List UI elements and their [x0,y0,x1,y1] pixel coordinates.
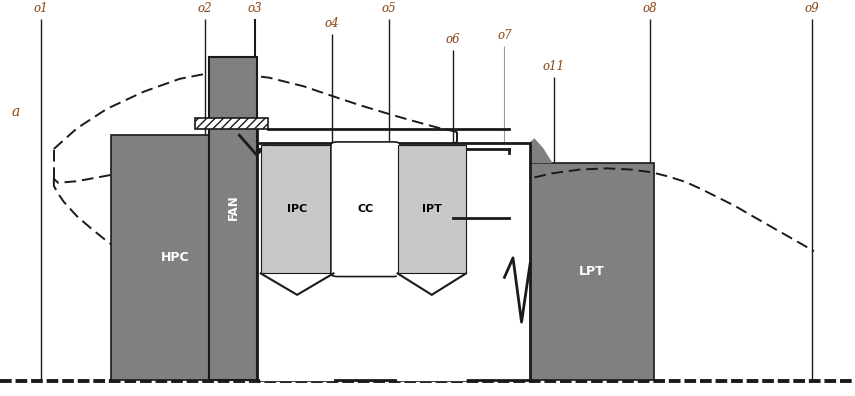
Text: CC: CC [357,204,374,214]
Text: o1: o1 [33,2,49,15]
Text: o7: o7 [497,29,512,42]
Bar [111,135,239,381]
Text: o4: o4 [324,17,339,30]
Text: LPT: LPT [579,265,605,278]
Bar [398,145,466,273]
Polygon shape [530,139,551,381]
Text: o5: o5 [381,2,397,15]
Text: FAN: FAN [227,194,239,220]
Bar [195,118,268,129]
Text: o2: o2 [198,2,213,15]
Text: a: a [11,105,20,119]
Text: IPC: IPC [287,204,307,214]
Polygon shape [261,273,333,381]
Text: IPT: IPT [422,204,442,214]
Text: o9: o9 [805,2,820,15]
Text: o6: o6 [445,33,461,46]
Text: o8: o8 [642,2,657,15]
Text: o11: o11 [543,60,565,73]
Bar [261,145,333,273]
Polygon shape [239,129,267,381]
Text: o3: o3 [247,2,262,15]
Bar [209,57,256,381]
FancyBboxPatch shape [331,142,400,276]
Text: HPC: HPC [161,251,190,265]
Polygon shape [398,273,466,381]
Bar [256,143,530,381]
Bar [530,162,654,381]
